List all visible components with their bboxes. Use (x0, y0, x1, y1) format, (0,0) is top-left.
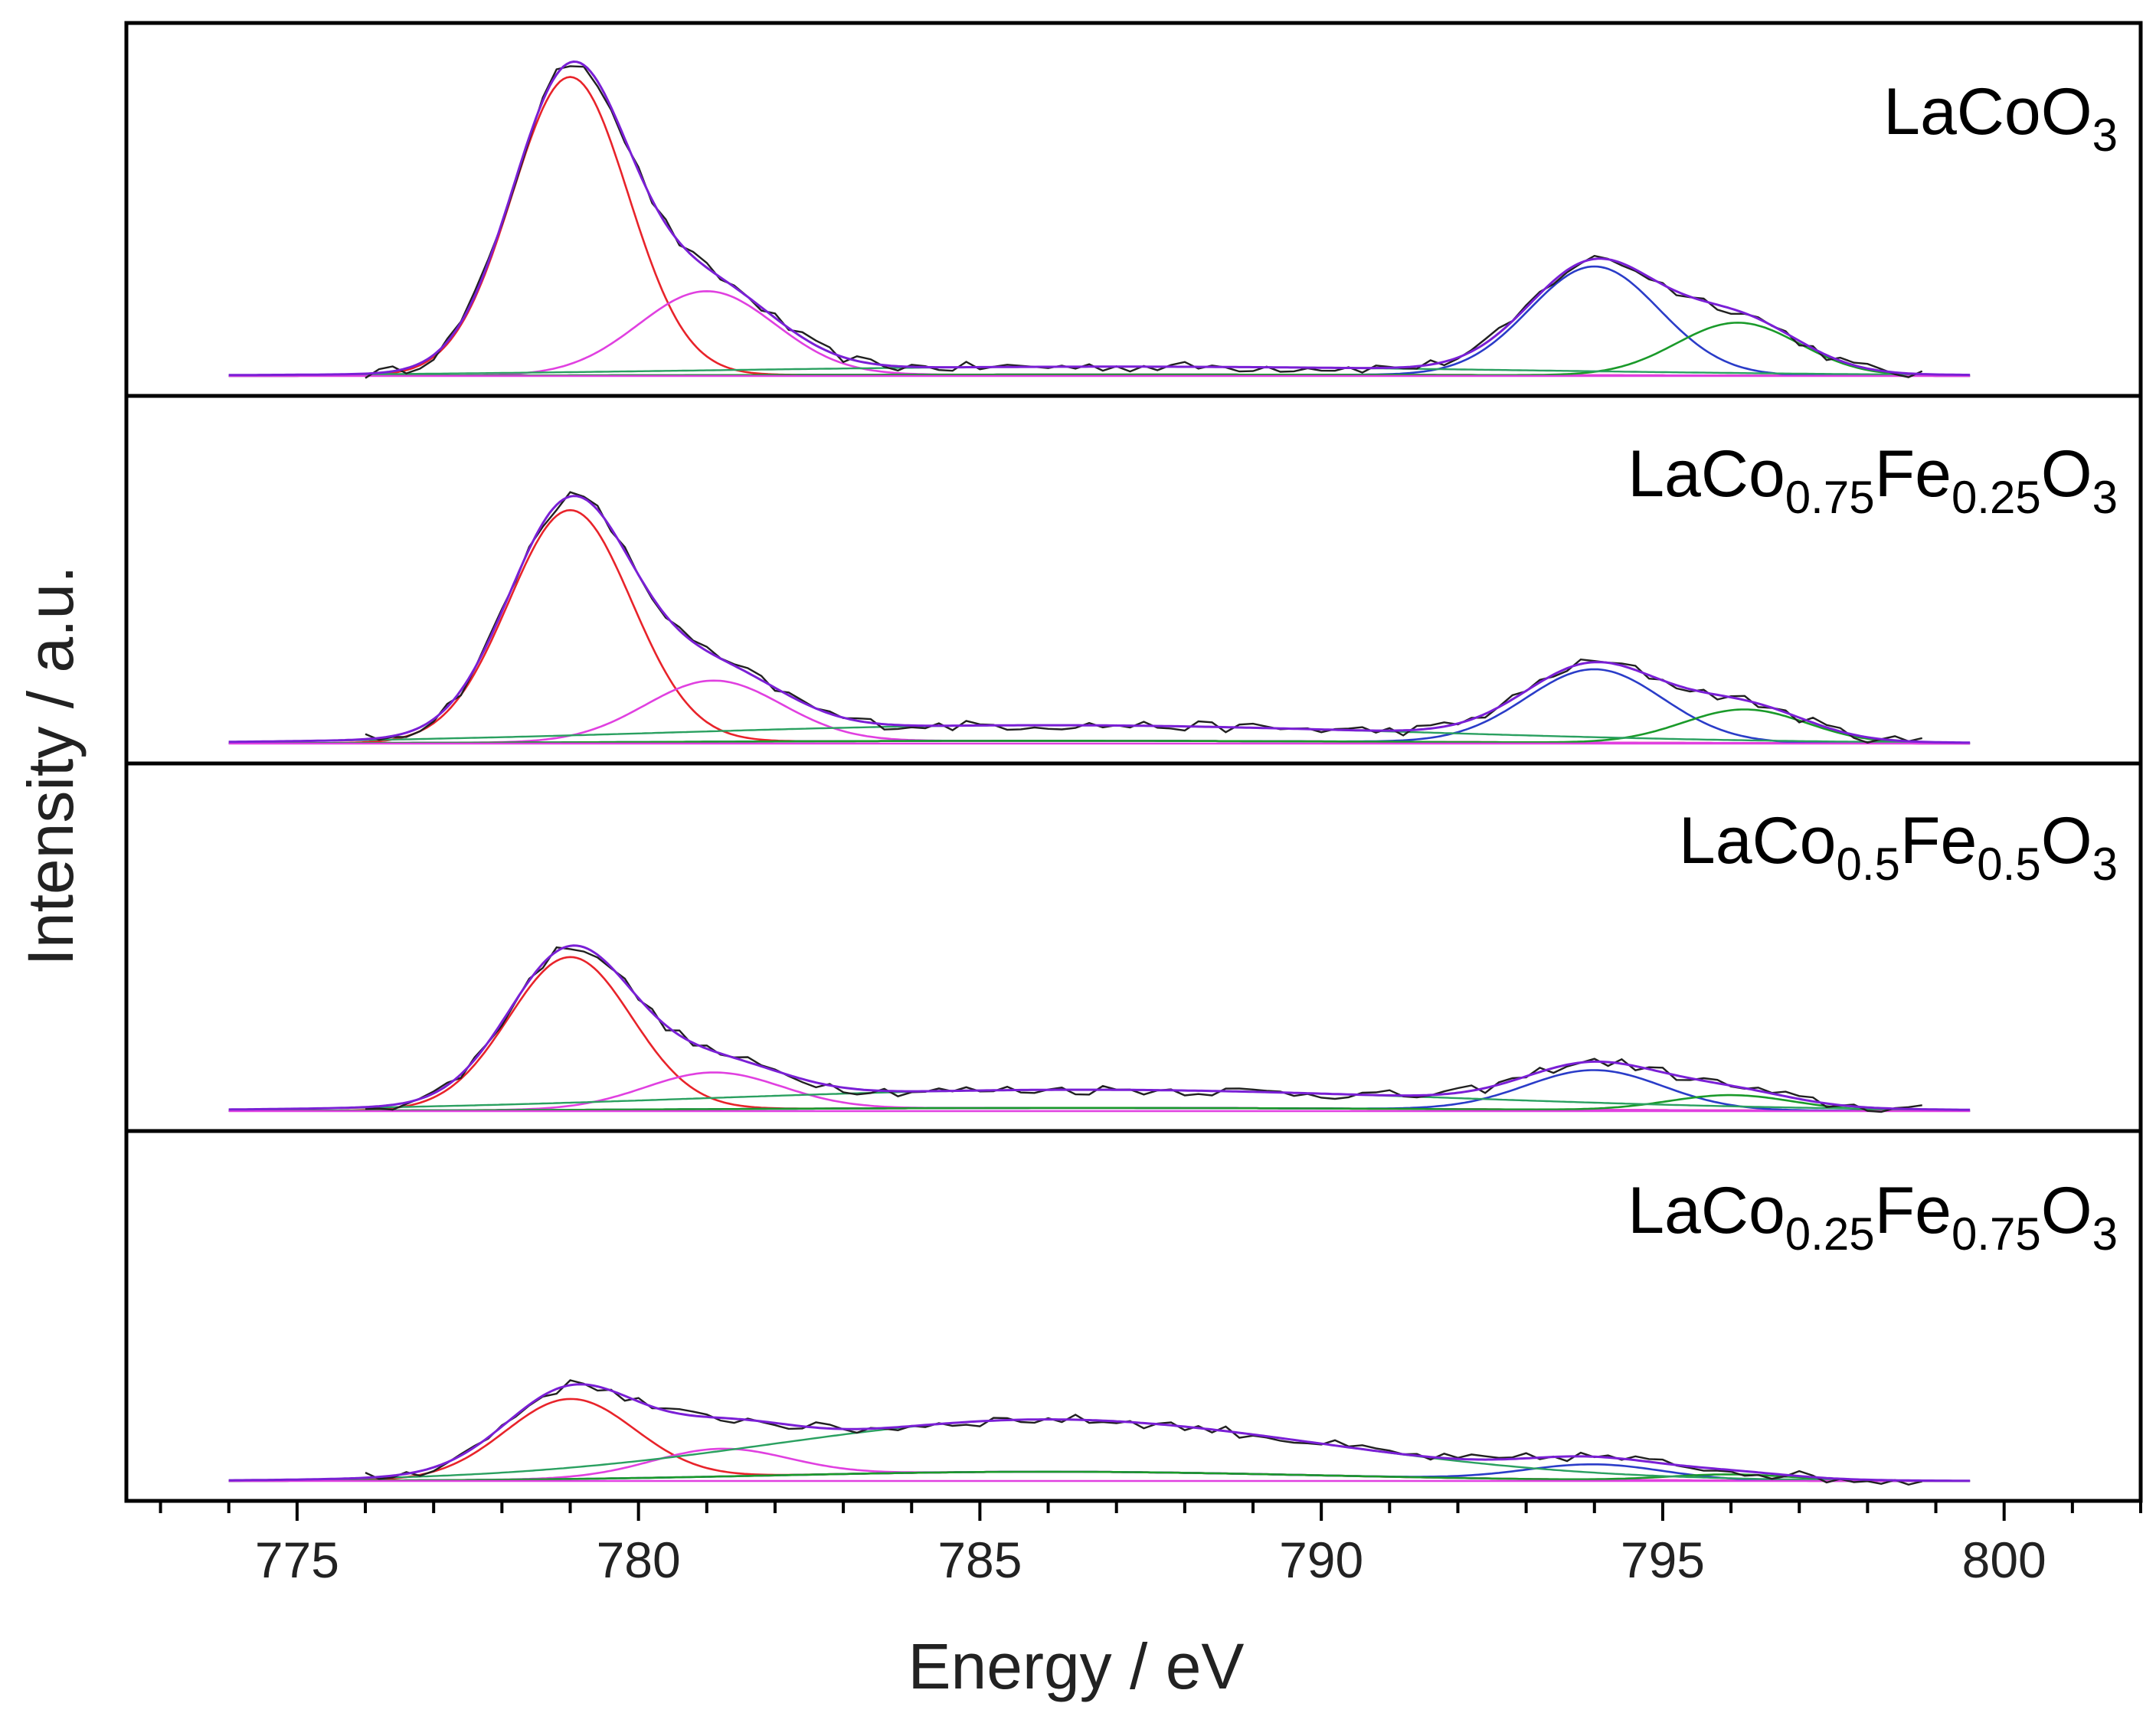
envelope-fit-line (228, 944, 1971, 1111)
raw-spectrum-line (365, 491, 1922, 744)
component-co3_2p32-line (228, 508, 1971, 745)
sample-label-4: LaCo0.25​Fe0.75​O3​ (1628, 1174, 2118, 1260)
panel-frame-1 (124, 21, 2143, 398)
x-tick-label-795: 795 (1621, 1532, 1705, 1588)
component-co3_2p12-line (228, 265, 1971, 378)
x-tick-label-780: 780 (597, 1532, 681, 1588)
panel-4: LaCo0.25​Fe0.75​O3​ (228, 1174, 2118, 1486)
panel-2: LaCo0.75​Fe0.25​O3​ (228, 437, 2118, 745)
frame-layer (124, 21, 2143, 1503)
x-tick-label-790: 790 (1279, 1532, 1363, 1588)
envelope-fit-line (228, 1383, 1971, 1483)
x-tick-label-785: 785 (937, 1532, 1022, 1588)
component-co3_2p32-line (228, 76, 1971, 378)
x-tick-label-800: 800 (1962, 1532, 2046, 1588)
panel-frame-4 (124, 1129, 2143, 1503)
panel-frame-3 (124, 761, 2143, 1133)
panel-frame-2 (124, 394, 2143, 766)
envelope-fit-line (228, 60, 1971, 377)
raw-spectrum-line (365, 946, 1922, 1113)
raw-spectrum-line (365, 1379, 1922, 1486)
envelope-fit-line (228, 495, 1971, 744)
sample-label-1: LaCoO3​ (1883, 75, 2118, 161)
panel-3: LaCo0.5​Fe0.5​O3​ (228, 804, 2118, 1113)
panel-1: LaCoO3​ (228, 60, 2118, 379)
component-sat_2-line (228, 1094, 1971, 1112)
component-sat_1-line (228, 289, 1971, 378)
y-axis-title: Intensity / a.u. (15, 566, 87, 966)
component-sat_1-line (228, 679, 1971, 745)
component-sat_2-line (228, 708, 1971, 745)
sample-label-2: LaCo0.75​Fe0.25​O3​ (1628, 437, 2118, 523)
x-tick-label-775: 775 (255, 1532, 339, 1588)
sample-label-3: LaCo0.5​Fe0.5​O3​ (1679, 804, 2118, 890)
x-axis-title: Energy / eV (908, 1630, 1245, 1702)
component-co3_2p12-line (228, 668, 1971, 745)
panels-layer: LaCoO3​ LaCo0.75​Fe0.25​O3​ LaCo0.5​Fe0.5​… (228, 60, 2118, 1486)
component-sat_2-line (228, 322, 1971, 378)
x-axis: 775 780 785 790 795 800 (159, 1501, 2142, 1588)
